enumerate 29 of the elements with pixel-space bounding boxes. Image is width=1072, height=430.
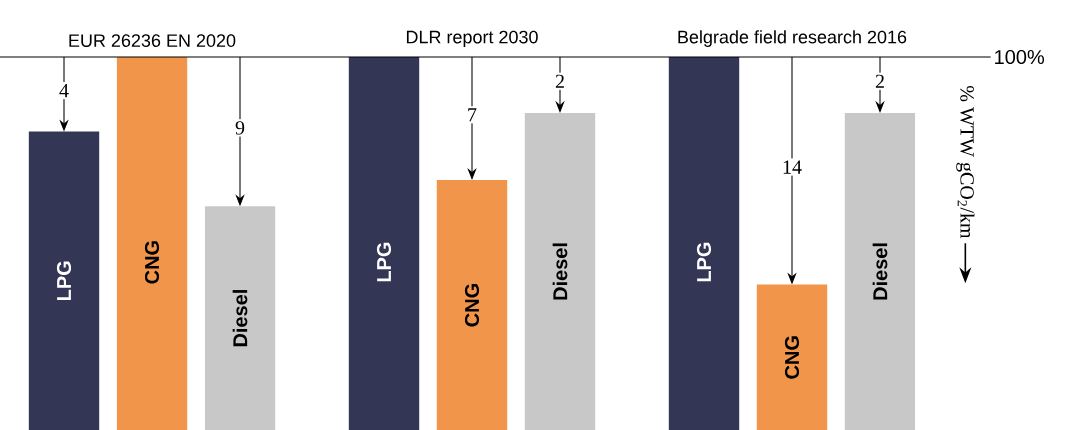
bar [524, 112, 596, 430]
y-axis-title: % WTW gCO$_{2}$/km [956, 86, 975, 239]
bar [116, 57, 188, 430]
annotation: 2 [555, 74, 564, 88]
annotation: 14 [783, 160, 802, 174]
bar [348, 57, 420, 430]
annotation: 2 [875, 74, 884, 88]
series-label: Diesel [232, 290, 248, 347]
x-tick-label: Belgrade field research 2016 [678, 30, 907, 47]
text: CNG [464, 284, 480, 327]
text: Diesel [552, 243, 568, 300]
series-label: LPG [56, 261, 72, 301]
text: LPG [376, 242, 392, 282]
bar [668, 57, 740, 430]
text: LPG [696, 242, 712, 282]
bar [756, 284, 828, 430]
annotation: 7 [468, 108, 477, 122]
text: CNG [784, 336, 800, 379]
bar [436, 180, 508, 430]
bar [28, 131, 100, 430]
bar [844, 112, 916, 430]
series-label: CNG [144, 241, 160, 284]
annotation: 9 [235, 121, 245, 135]
x-tick-label: EUR 26236 EN 2020 [69, 34, 236, 47]
text: 100% [995, 49, 1045, 65]
x-tick-label: DLR report 2030 [406, 30, 538, 47]
bar [204, 206, 276, 430]
text: Diesel [872, 243, 888, 300]
annotation: 4 [59, 84, 69, 98]
